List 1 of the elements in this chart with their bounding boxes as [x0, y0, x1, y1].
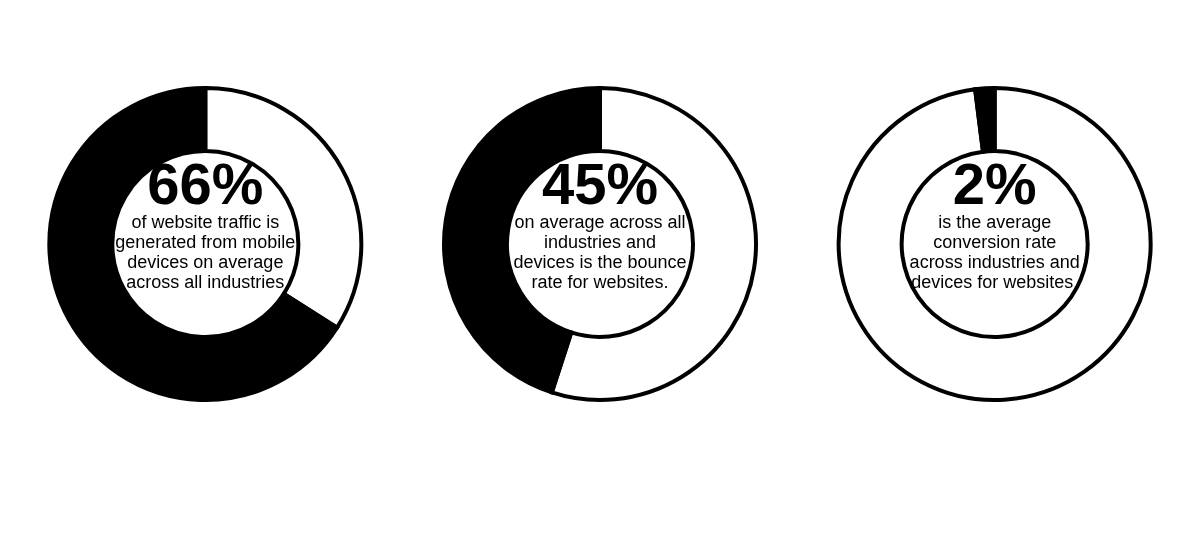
donut-slice [836, 86, 1153, 402]
